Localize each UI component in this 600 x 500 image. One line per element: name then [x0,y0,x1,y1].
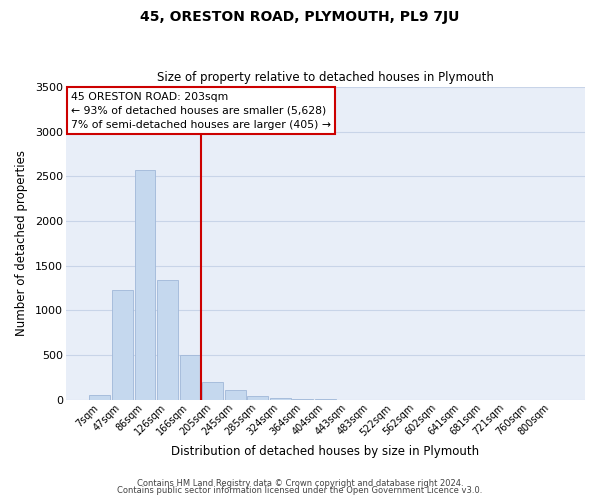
Text: 45, ORESTON ROAD, PLYMOUTH, PL9 7JU: 45, ORESTON ROAD, PLYMOUTH, PL9 7JU [140,10,460,24]
Text: 45 ORESTON ROAD: 203sqm
← 93% of detached houses are smaller (5,628)
7% of semi-: 45 ORESTON ROAD: 203sqm ← 93% of detache… [71,92,331,130]
Bar [270,398,290,400]
Bar [89,396,110,400]
Bar [179,355,200,400]
Bar [134,170,155,400]
Y-axis label: Number of detached properties: Number of detached properties [15,150,28,336]
Text: Contains public sector information licensed under the Open Government Licence v3: Contains public sector information licen… [118,486,482,495]
Bar [225,390,245,400]
Bar [157,280,178,400]
Title: Size of property relative to detached houses in Plymouth: Size of property relative to detached ho… [157,72,494,85]
Bar [247,396,268,400]
Bar [112,290,133,400]
Bar [292,399,313,400]
Bar [202,382,223,400]
Text: Contains HM Land Registry data © Crown copyright and database right 2024.: Contains HM Land Registry data © Crown c… [137,478,463,488]
X-axis label: Distribution of detached houses by size in Plymouth: Distribution of detached houses by size … [172,444,479,458]
